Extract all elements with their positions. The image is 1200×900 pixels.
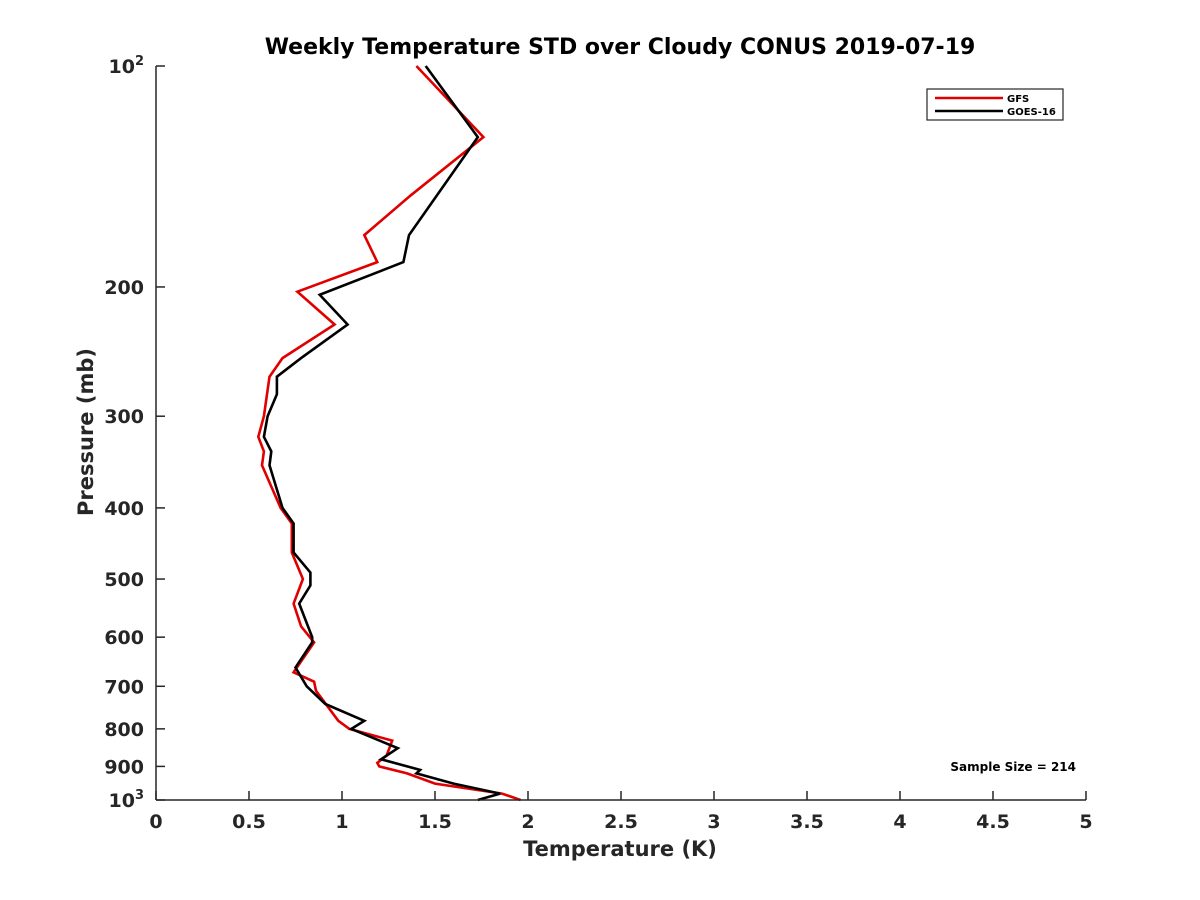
x-tick-label: 2 bbox=[521, 811, 534, 833]
x-axis-ticks: 0 0.5 1 1.5 2 2.5 3 3.5 4 4.5 5 bbox=[149, 791, 1093, 833]
legend-label: GFS bbox=[1007, 94, 1029, 105]
sample-size-annotation: Sample Size = 214 bbox=[950, 760, 1076, 774]
y-tick-label: 500 bbox=[104, 569, 144, 591]
chart-legend: GFS GOES-16 bbox=[926, 88, 1064, 121]
x-tick-label: 0.5 bbox=[232, 811, 266, 833]
x-tick-label: 3.5 bbox=[790, 811, 824, 833]
chart-title: Weekly Temperature STD over Cloudy CONUS… bbox=[265, 35, 976, 60]
x-tick-label: 4 bbox=[893, 811, 906, 833]
y-tick-label: 400 bbox=[104, 498, 144, 520]
y-tick-label: 800 bbox=[104, 719, 144, 741]
y-tick-label: 300 bbox=[104, 406, 144, 428]
y-tick-label: 600 bbox=[104, 627, 144, 649]
y-axis-ticks: 102 200 300 400 500 600 700 800 900 103 bbox=[104, 54, 165, 812]
y-axis-label: Pressure (mb) bbox=[74, 348, 98, 516]
x-tick-label: 2.5 bbox=[604, 811, 638, 833]
x-tick-label: 4.5 bbox=[976, 811, 1010, 833]
plot-area: 0 0.5 1 1.5 2 2.5 3 3.5 4 4.5 5 102 200 300 400 500 600… bbox=[104, 54, 1092, 833]
y-tick-label: 900 bbox=[104, 756, 144, 778]
series-line-goes-16 bbox=[262, 65, 501, 802]
x-axis-label: Temperature (K) bbox=[523, 837, 717, 861]
series-layer bbox=[256, 65, 522, 802]
series-line-gfs bbox=[256, 65, 522, 802]
y-tick-label: 200 bbox=[104, 277, 144, 299]
x-tick-label: 3 bbox=[707, 811, 720, 833]
x-tick-label: 5 bbox=[1079, 811, 1092, 833]
x-tick-label: 1.5 bbox=[418, 811, 452, 833]
y-tick-label: 103 bbox=[109, 788, 145, 812]
x-tick-label: 1 bbox=[335, 811, 348, 833]
y-tick-label: 700 bbox=[104, 676, 144, 698]
legend-entries: GFS GOES-16 bbox=[935, 94, 1056, 118]
y-tick-label: 102 bbox=[109, 54, 145, 78]
x-tick-label: 0 bbox=[149, 811, 162, 833]
legend-box bbox=[926, 88, 1064, 121]
legend-label: GOES-16 bbox=[1007, 107, 1056, 118]
